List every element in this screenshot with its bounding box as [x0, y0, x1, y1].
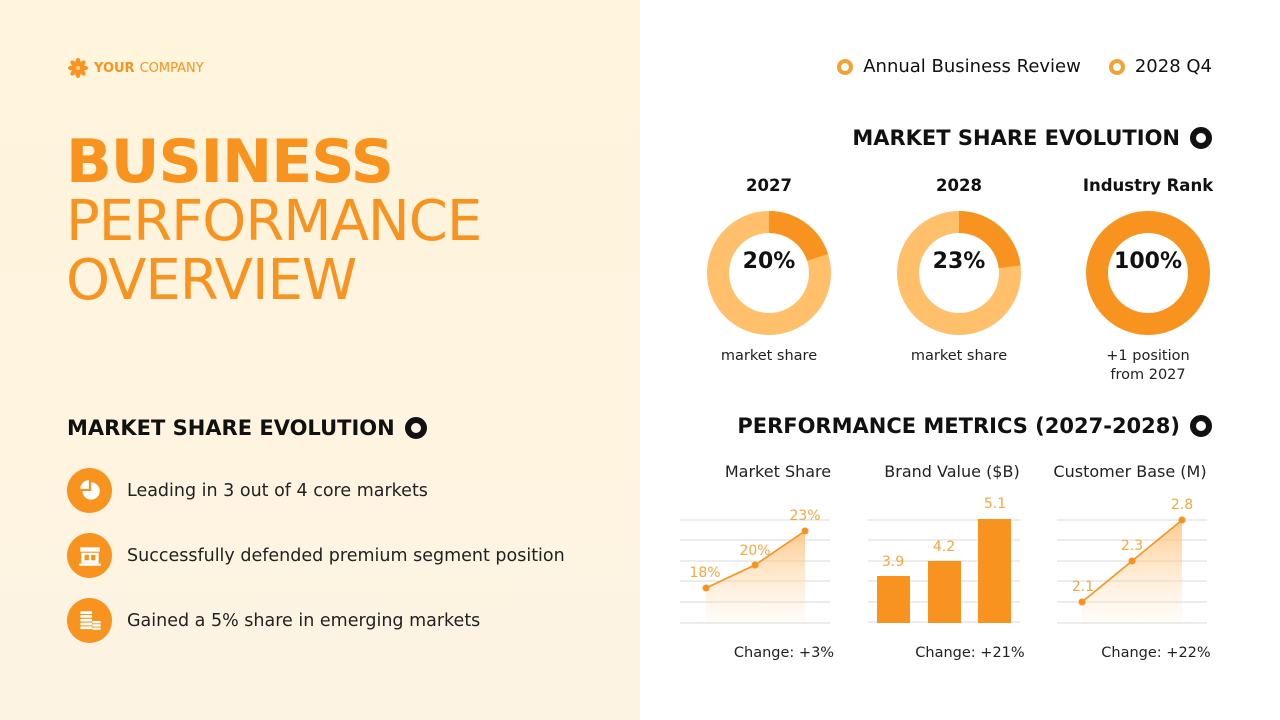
tag-period: 2028 Q4	[1108, 56, 1212, 77]
tag-label: 2028 Q4	[1134, 56, 1212, 77]
market-share-title: MARKET SHARE EVOLUTION	[852, 126, 1212, 150]
bullet-item: Leading in 3 out of 4 core markets	[67, 468, 428, 513]
svg-text:18%: 18%	[689, 565, 720, 581]
market-share-area-chart: 18% 20% 23%	[680, 508, 830, 624]
metric-label-brand-value: Brand Value ($B)	[884, 462, 1020, 481]
bullet-text: Successfully defended premium segment po…	[127, 545, 565, 566]
pie-chart-icon	[67, 468, 112, 513]
change-market-share: Change: +3%	[733, 645, 835, 661]
brand-name-bold: YOUR	[94, 60, 135, 76]
market-share-title-text: MARKET SHARE EVOLUTION	[852, 126, 1180, 150]
left-panel: YOUR COMPANY BUSINESS PERFORMANCE OVERVI…	[0, 0, 640, 720]
change-brand-value: Change: +21%	[915, 645, 1025, 661]
ring-bullet-icon	[1108, 58, 1125, 75]
storefront-icon	[67, 533, 112, 578]
bullet-item: Successfully defended premium segment po…	[67, 533, 565, 578]
metric-label-customer-base: Customer Base (M)	[1053, 462, 1207, 481]
brand-value-bar-chart: 3.9 4.2 5.1	[868, 496, 1020, 623]
company-logo: YOUR COMPANY	[67, 57, 204, 79]
donut-chart	[1086, 211, 1210, 335]
bullet-text: Gained a 5% share in emerging markets	[127, 610, 481, 631]
donut-label: Industry Rank	[1082, 176, 1214, 195]
svg-text:23%: 23%	[789, 508, 820, 524]
ring-bullet-icon	[837, 58, 854, 75]
ring-bullet-icon	[404, 417, 427, 439]
performance-metrics-title: PERFORMANCE METRICS (2027-2028)	[737, 414, 1212, 438]
bullet-text: Leading in 3 out of 4 core markets	[127, 480, 428, 501]
donut-chart	[897, 211, 1021, 335]
title-line-1: BUSINESS	[66, 127, 394, 197]
page-title: BUSINESS PERFORMANCE OVERVIEW	[66, 127, 482, 313]
title-line-3: OVERVIEW	[66, 248, 357, 313]
left-section-title-text: MARKET SHARE EVOLUTION	[67, 416, 395, 440]
tag-label: Annual Business Review	[863, 56, 1081, 77]
svg-text:20%: 20%	[739, 543, 770, 559]
donut-2027: 2027 20% market share	[674, 176, 864, 366]
donut-label: 2028	[936, 176, 982, 195]
ring-bullet-icon	[1190, 127, 1212, 149]
left-section-title: MARKET SHARE EVOLUTION	[67, 416, 427, 440]
donut-value: 20%	[742, 249, 796, 274]
donut-caption: market share	[720, 348, 818, 364]
change-customer-base: Change: +22%	[1101, 645, 1211, 661]
customer-base-area-chart: 2.1 2.3 2.8	[1057, 497, 1207, 624]
donut-caption: +1 position from 2027	[1053, 347, 1243, 385]
svg-text:4.2: 4.2	[933, 539, 955, 555]
donut-caption-line-1: +1 position	[1106, 348, 1190, 364]
svg-text:5.1: 5.1	[984, 496, 1006, 512]
donut-value: 23%	[932, 249, 986, 274]
flower-icon	[67, 57, 89, 79]
donut-2028: 2028 23% market share	[864, 176, 1054, 366]
performance-metrics-title-text: PERFORMANCE METRICS (2027-2028)	[737, 414, 1180, 438]
header-tags: Annual Business Review 2028 Q4	[837, 56, 1212, 77]
brand-name-light: COMPANY	[139, 60, 204, 76]
donut-value: 100%	[1114, 249, 1182, 274]
bullet-item: Gained a 5% share in emerging markets	[67, 598, 480, 643]
metric-label-market-share: Market Share	[724, 462, 832, 481]
donut-caption: market share	[910, 348, 1008, 364]
donut-label: 2027	[746, 176, 792, 195]
tag-review: Annual Business Review	[837, 56, 1081, 77]
donut-industry-rank: Industry Rank 100% +1 position from 2027	[1053, 176, 1243, 385]
donut-caption-line-2: from 2027	[1110, 367, 1186, 383]
svg-text:2.8: 2.8	[1171, 497, 1193, 513]
ring-bullet-icon	[1190, 415, 1212, 437]
svg-text:2.1: 2.1	[1072, 579, 1094, 595]
svg-text:3.9: 3.9	[882, 554, 904, 570]
donut-chart	[707, 211, 831, 335]
title-line-2: PERFORMANCE	[66, 189, 482, 254]
coins-icon	[67, 598, 112, 643]
svg-text:2.3: 2.3	[1121, 538, 1143, 554]
